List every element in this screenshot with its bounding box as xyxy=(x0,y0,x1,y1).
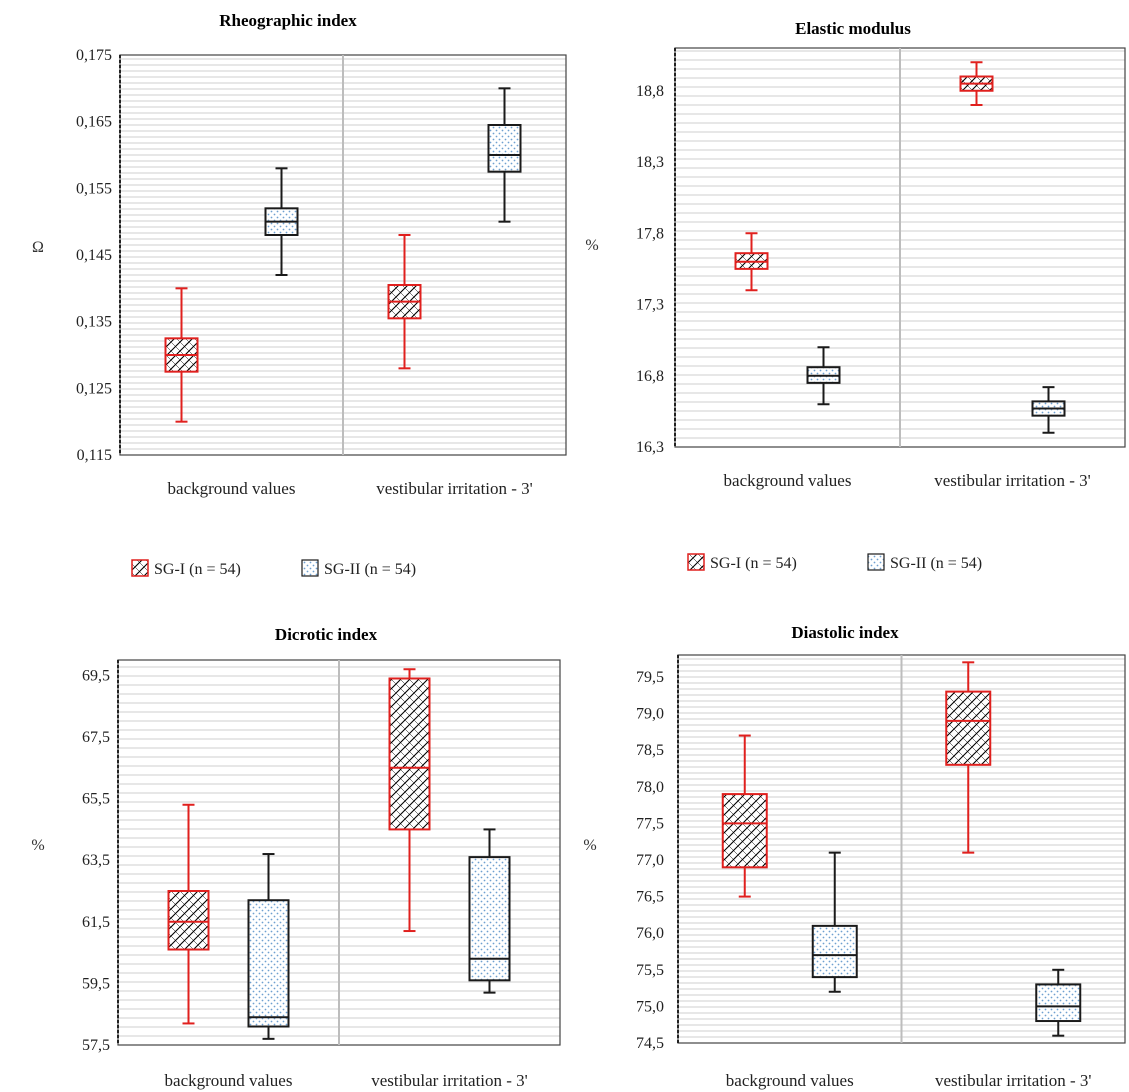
y-tick-label: 76,5 xyxy=(636,889,664,906)
chart-panel-diastolic: 74,5 75,0 75,5 76,0 76,5 77,0 77,5 78,0 78,5 79,0… xyxy=(636,654,1126,1090)
x-category-label: vestibular irritation - 3' xyxy=(935,1071,1092,1090)
y-tick-label: 0,125 xyxy=(76,380,112,397)
chart-panel-rheographic: 0,115 0,125 0,135 0,145 0,155 0,165 0,175 backg… xyxy=(76,47,567,498)
box-iqr xyxy=(811,924,858,979)
box-iqr xyxy=(247,899,290,1028)
y-tick-label: 76,0 xyxy=(636,925,664,942)
box-sg2 xyxy=(468,828,511,994)
box-sg1 xyxy=(959,61,994,106)
box-sg2 xyxy=(806,346,841,406)
legend-swatch-sg2 xyxy=(867,553,885,571)
x-category-label: background values xyxy=(726,1071,854,1090)
box-iqr xyxy=(468,856,511,982)
box-iqr xyxy=(487,124,522,173)
box-sg1 xyxy=(167,803,210,1025)
y-tick-label: 78,5 xyxy=(636,742,664,759)
y-tick-label: 0,155 xyxy=(76,180,112,197)
chart-panel-dicrotic: 57,5 59,5 61,5 63,5 65,5 67,5 69,5 background v… xyxy=(82,659,561,1090)
y-tick-label: 61,5 xyxy=(82,914,110,931)
y-tick-label: 75,0 xyxy=(636,998,664,1015)
y-tick-label: 63,5 xyxy=(82,852,110,869)
box-sg1 xyxy=(388,668,431,933)
y-tick-label: 0,145 xyxy=(76,247,112,264)
y-tick-label: 16,3 xyxy=(636,439,664,456)
x-category-label: vestibular irritation - 3' xyxy=(934,471,1091,490)
box-sg2 xyxy=(811,851,858,993)
legend-swatch-sg1 xyxy=(131,559,149,577)
box-sg1 xyxy=(164,287,199,423)
y-tick-label: 57,5 xyxy=(82,1037,110,1054)
y-axis-label-diastolic: % xyxy=(583,837,596,854)
box-iqr xyxy=(1035,983,1082,1023)
legend-label-sg2: SG-II (n = 54) xyxy=(890,555,982,572)
y-tick-label: 0,135 xyxy=(76,314,112,331)
box-sg1 xyxy=(387,234,422,370)
box-sg1 xyxy=(945,661,992,854)
y-axis-label-elastic: % xyxy=(585,237,598,254)
chart-title-dicrotic: Dicrotic index xyxy=(275,625,378,644)
x-category-label: background values xyxy=(724,471,852,490)
box-sg1 xyxy=(734,232,769,292)
y-tick-label: 0,165 xyxy=(76,114,112,131)
legend-top-left: SG-I (n = 54) SG-II (n = 54) xyxy=(131,559,416,578)
y-tick-label: 78,0 xyxy=(636,779,664,796)
y-tick-label: 59,5 xyxy=(82,975,110,992)
y-tick-label: 74,5 xyxy=(636,1035,664,1052)
legend-label-sg2: SG-II (n = 54) xyxy=(324,561,416,578)
chart-panel-elastic: 16,3 16,8 17,3 17,8 18,3 18,8 background value… xyxy=(636,47,1126,490)
y-tick-label: 18,8 xyxy=(636,83,664,100)
y-tick-label: 17,3 xyxy=(636,297,664,314)
y-tick-label: 0,175 xyxy=(76,47,112,64)
y-tick-label: 17,8 xyxy=(636,225,664,242)
box-sg2 xyxy=(487,87,522,223)
box-iqr xyxy=(721,793,768,869)
box-sg2 xyxy=(1035,968,1082,1037)
y-tick-label: 79,0 xyxy=(636,706,664,723)
box-sg1 xyxy=(721,734,768,898)
box-iqr xyxy=(945,690,992,766)
box-sg2 xyxy=(247,853,290,1040)
legend-top-right: SG-I (n = 54) SG-II (n = 54) xyxy=(687,553,982,572)
y-tick-label: 65,5 xyxy=(82,791,110,808)
box-iqr xyxy=(388,677,431,831)
x-category-label: background values xyxy=(168,479,296,498)
box-sg2 xyxy=(264,167,299,276)
legend-label-sg1: SG-I (n = 54) xyxy=(154,561,241,578)
y-axis-label-dicrotic: % xyxy=(31,837,44,854)
y-tick-label: 77,5 xyxy=(636,815,664,832)
y-tick-label: 18,3 xyxy=(636,154,664,171)
y-tick-label: 79,5 xyxy=(636,669,664,686)
y-tick-label: 69,5 xyxy=(82,667,110,684)
legend-swatch-sg2 xyxy=(301,559,319,577)
y-tick-label: 77,0 xyxy=(636,852,664,869)
y-tick-label: 16,8 xyxy=(636,368,664,385)
y-tick-label: 75,5 xyxy=(636,962,664,979)
legend-label-sg1: SG-I (n = 54) xyxy=(710,555,797,572)
y-axis-label-rheographic: Ω xyxy=(32,239,44,256)
legend-swatch-sg1 xyxy=(687,553,705,571)
box-iqr xyxy=(167,890,210,951)
x-category-label: background values xyxy=(165,1071,293,1090)
x-category-label: vestibular irritation - 3' xyxy=(371,1071,528,1090)
y-tick-label: 67,5 xyxy=(82,729,110,746)
box-sg2 xyxy=(1031,386,1066,434)
chart-title-rheographic: Rheographic index xyxy=(219,11,357,30)
x-category-label: vestibular irritation - 3' xyxy=(376,479,533,498)
y-tick-label: 0,115 xyxy=(77,447,112,464)
chart-title-elastic: Elastic modulus xyxy=(795,19,911,38)
chart-title-diastolic: Diastolic index xyxy=(791,623,899,642)
